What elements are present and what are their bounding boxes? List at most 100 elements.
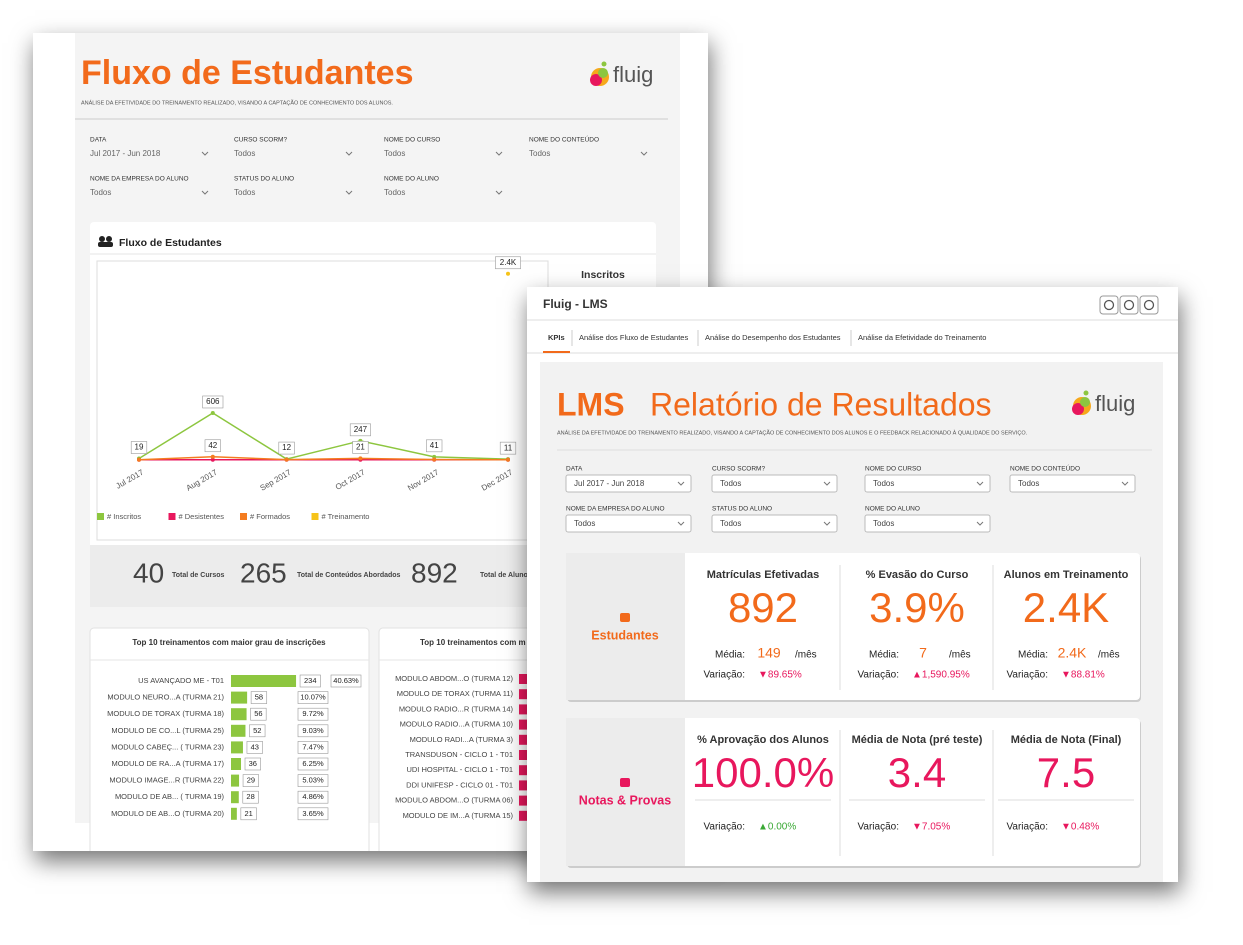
value-label: 247 [349, 423, 371, 437]
row-name: MODULO DE RA...A (TURMA 17) [111, 759, 224, 768]
variation-value: ▼89.65% [758, 670, 802, 681]
chevron [495, 151, 503, 156]
filter[interactable]: NOME DO ALUNO Todos [384, 176, 503, 197]
total-label: Total de Alunos [480, 572, 532, 579]
chevron [976, 481, 984, 486]
label-box [130, 441, 148, 454]
kpi-group: Notas & Provas % Aprovação dos Alunos 100.… [566, 718, 1141, 868]
logo-mark [601, 61, 607, 67]
legend-swatch [240, 513, 247, 520]
kpi-title: % Evasão do Curso [866, 569, 969, 581]
series-line [138, 412, 509, 460]
label-box [349, 423, 371, 437]
kpi-title: Matrículas Efetivadas [707, 569, 820, 581]
card [566, 553, 1140, 700]
variation-label: Variação: [857, 822, 899, 833]
row-name: MODULO DE AB...O (TURMA 20) [111, 809, 224, 818]
filter-value: Jul 2017 - Jun 2018 [574, 479, 645, 488]
filter[interactable]: STATUS DO ALUNO Todos [234, 176, 353, 197]
series-line [138, 455, 509, 461]
kpi-title: Média de Nota (Final) [1011, 734, 1122, 746]
legend-label: # Formados [250, 512, 290, 521]
label-box [297, 790, 329, 804]
filter[interactable]: NOME DO CONTEÚDO Todos [529, 135, 648, 158]
filter[interactable]: NOME DA EMPRESA DO ALUNO Todos [90, 176, 209, 197]
label-box [297, 741, 329, 754]
bar [231, 741, 243, 754]
toolbar-button[interactable] [1119, 295, 1139, 315]
row-name: MODULO IMAGE...R (TURMA 22) [109, 776, 224, 785]
value-label-text: 12 [282, 443, 291, 452]
filter[interactable]: DATA Jul 2017 - Jun 2018 [565, 466, 692, 493]
filter[interactable]: NOME DO ALUNO Todos [864, 506, 991, 533]
total-value: 265 [240, 557, 287, 588]
variation-value: ▲0.00% [758, 822, 796, 833]
logo-mark [1080, 397, 1090, 407]
logo: fluig [590, 61, 653, 87]
icon [106, 236, 112, 242]
filter-value: Todos [384, 188, 405, 197]
toolbar-button[interactable] [1139, 295, 1159, 315]
tab[interactable]: Análise dos Fluxo de Estudantes [579, 333, 688, 342]
filter[interactable]: STATUS DO ALUNO Todos [711, 506, 838, 533]
label-box [278, 441, 295, 455]
group-name: Estudantes [591, 628, 658, 642]
top-card: Top 10 treinamentos com maior grau de in… [89, 627, 370, 851]
bar [231, 774, 240, 787]
kpi-value: 2.4K [1023, 584, 1109, 631]
label-box [297, 691, 329, 704]
report-subtitle: ANÁLISE DA EFETIVIDADE DO TREINAMENTO RE… [557, 429, 1028, 436]
chevron [823, 481, 831, 486]
toolbar-button[interactable] [1099, 295, 1119, 315]
point [506, 271, 510, 276]
logo: fluig [1072, 390, 1135, 416]
label-box [250, 707, 267, 721]
value-label-text: 21 [356, 442, 365, 451]
label-box [330, 674, 362, 688]
tab[interactable]: Análise do Desempenho dos Estudantes [705, 333, 841, 342]
filter-value: Todos [720, 479, 741, 488]
bar [519, 674, 531, 684]
value-label: 606 [202, 395, 224, 409]
label-box [244, 757, 261, 771]
bar [231, 708, 247, 721]
filter-value: Todos [1018, 479, 1039, 488]
filter[interactable]: CURSO SCORM? Todos [234, 137, 353, 158]
filter[interactable]: NOME DO CURSO Todos [864, 466, 991, 493]
filter[interactable]: NOME DA EMPRESA DO ALUNO Todos [565, 506, 692, 533]
filter-label: NOME DO CONTEÚDO [1010, 464, 1080, 473]
variation-value: ▼7.05% [912, 822, 950, 833]
point [137, 457, 141, 462]
legend-label: # Treinamento [322, 512, 370, 521]
kpi-title: Média de Nota (pré teste) [852, 734, 983, 746]
tab[interactable]: KPIs [548, 333, 565, 342]
filter[interactable]: CURSO SCORM? Todos [711, 466, 838, 493]
bar [231, 724, 246, 737]
point [284, 457, 289, 462]
value-label-text: 606 [206, 397, 220, 406]
value-label: 21 [352, 441, 369, 454]
filter[interactable]: NOME DO CURSO Todos [384, 137, 503, 158]
row-name: MODULO DE TORAX (TURMA 11) [397, 689, 514, 698]
value-label: 19 [130, 441, 148, 454]
group-label-bg [566, 718, 685, 866]
filter-value: Todos [234, 188, 255, 197]
filter-label: NOME DO ALUNO [384, 176, 439, 183]
variation-label: Variação: [1006, 822, 1048, 833]
variation-label: Variação: [1006, 670, 1048, 681]
share-label: 7.47% [302, 742, 324, 751]
variation-label: Variação: [703, 670, 745, 681]
filter[interactable]: DATA Jul 2017 - Jun 2018 [90, 137, 209, 158]
kpi-value: 100.0% [692, 749, 834, 796]
bar [231, 691, 248, 704]
kpi-group: Estudantes Matrículas Efetivadas 892 Média:… [566, 553, 1141, 702]
tab[interactable]: Análise da Efetividade do Treinamento [858, 333, 986, 342]
label-box [297, 707, 329, 721]
filter-value: Todos [873, 519, 894, 528]
legend-swatch [97, 513, 104, 520]
bar [231, 675, 297, 687]
value-label-text: 247 [354, 425, 368, 434]
filter[interactable]: NOME DO CONTEÚDO Todos [1009, 464, 1136, 493]
select-box [565, 474, 692, 493]
report-title-bold: LMS [557, 386, 625, 422]
